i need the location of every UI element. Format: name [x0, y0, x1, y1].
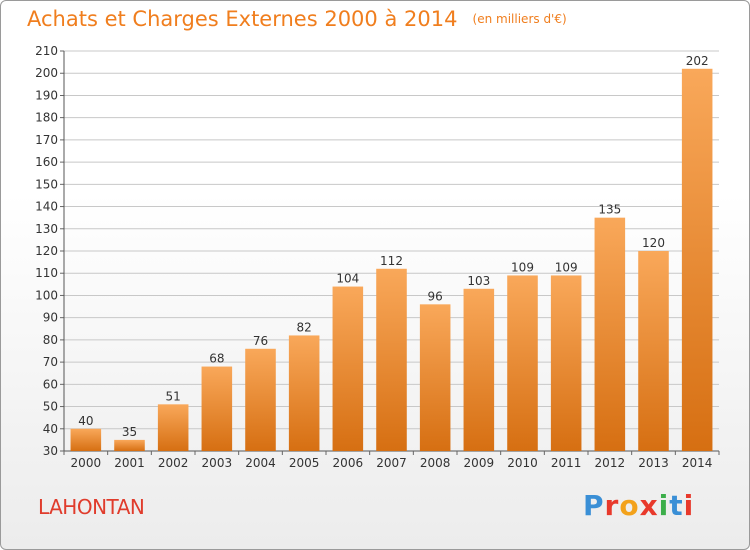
bar: [594, 217, 626, 451]
x-tick-label: 2012: [595, 456, 626, 470]
y-tick-label: 150: [35, 177, 58, 191]
bar: [463, 288, 495, 451]
y-tick-label: 80: [43, 333, 58, 347]
chart-title: Achats et Charges Externes 2000 à 2014: [27, 7, 458, 31]
x-tick-label: 2005: [289, 456, 320, 470]
y-tick-label: 90: [43, 311, 58, 325]
data-label: 135: [598, 203, 621, 217]
bar: [681, 68, 713, 452]
logo-letter: o: [619, 489, 640, 522]
data-label: 35: [122, 425, 137, 439]
data-label: 68: [209, 352, 224, 366]
y-tick-label: 60: [43, 377, 58, 391]
bar: [114, 439, 145, 451]
bar: [638, 251, 669, 451]
logo-letter: x: [639, 489, 659, 522]
data-label: 103: [467, 274, 490, 288]
y-tick-label: 180: [35, 111, 58, 125]
proxiti-logo[interactable]: Proxiti: [583, 489, 694, 522]
data-label: 120: [642, 236, 665, 250]
data-label: 51: [166, 389, 181, 403]
bar: [157, 404, 189, 451]
logo-letter: i: [683, 489, 695, 522]
chart-header: Achats et Charges Externes 2000 à 2014 (…: [27, 7, 567, 31]
logo-letter: t: [669, 489, 684, 522]
bar: [419, 304, 451, 451]
y-tick-label: 160: [35, 155, 58, 169]
bars: [70, 68, 713, 452]
x-tick-label: 2002: [158, 456, 189, 470]
y-tick-label: 170: [35, 133, 58, 147]
bar: [70, 428, 102, 451]
data-label: 109: [555, 260, 578, 274]
bar: [288, 335, 320, 451]
x-tick-label: 2004: [245, 456, 276, 470]
y-tick-label: 140: [35, 200, 58, 214]
commune-name: LAHONTAN: [38, 495, 145, 519]
y-tick-label: 50: [43, 400, 58, 414]
logo-letter: r: [604, 489, 620, 522]
bar: [201, 366, 233, 451]
x-tick-label: 2008: [420, 456, 451, 470]
logo-letter: P: [583, 489, 605, 522]
bar: [376, 268, 407, 451]
x-tick-label: 2014: [682, 456, 713, 470]
axes: 30 40 50 60 70 80 90 100 110 120 130 140 150 160 170 18…: [35, 44, 720, 470]
data-labels: 40 35 51 68 76 82 104 112 96 103 109 109 135 120 202: [78, 54, 708, 439]
y-tick-label: 30: [43, 444, 58, 458]
y-tick-label: 100: [35, 288, 58, 302]
y-tick-label: 130: [35, 222, 58, 236]
bar: [332, 286, 364, 451]
data-label: 82: [297, 320, 312, 334]
data-label: 104: [336, 272, 359, 286]
bar: [550, 275, 582, 451]
x-tick-label: 2009: [464, 456, 495, 470]
x-tick-label: 2003: [202, 456, 233, 470]
y-tick-label: 110: [35, 266, 58, 280]
x-tick-label: 2000: [71, 456, 102, 470]
data-label: 202: [686, 54, 709, 68]
x-tick-label: 2001: [114, 456, 145, 470]
x-tick-label: 2010: [507, 456, 538, 470]
bar: [507, 275, 538, 451]
x-tick-label: 2013: [638, 456, 669, 470]
data-label: 76: [253, 334, 268, 348]
y-tick-label: 200: [35, 66, 58, 80]
chart-unit: (en milliers d'€): [472, 12, 567, 26]
data-label: 40: [78, 414, 93, 428]
y-tick-label: 70: [43, 355, 58, 369]
y-tick-label: 40: [43, 422, 58, 436]
data-label: 96: [428, 289, 443, 303]
y-tick-label: 190: [35, 88, 58, 102]
y-tick-label: 210: [35, 44, 58, 58]
logo-letter: i: [658, 489, 670, 522]
bar: [245, 348, 276, 451]
x-tick-label: 2011: [551, 456, 582, 470]
x-tick-label: 2007: [376, 456, 407, 470]
y-tick-label: 120: [35, 244, 58, 258]
x-tick-label: 2006: [333, 456, 364, 470]
data-label: 109: [511, 260, 534, 274]
data-label: 112: [380, 254, 403, 268]
